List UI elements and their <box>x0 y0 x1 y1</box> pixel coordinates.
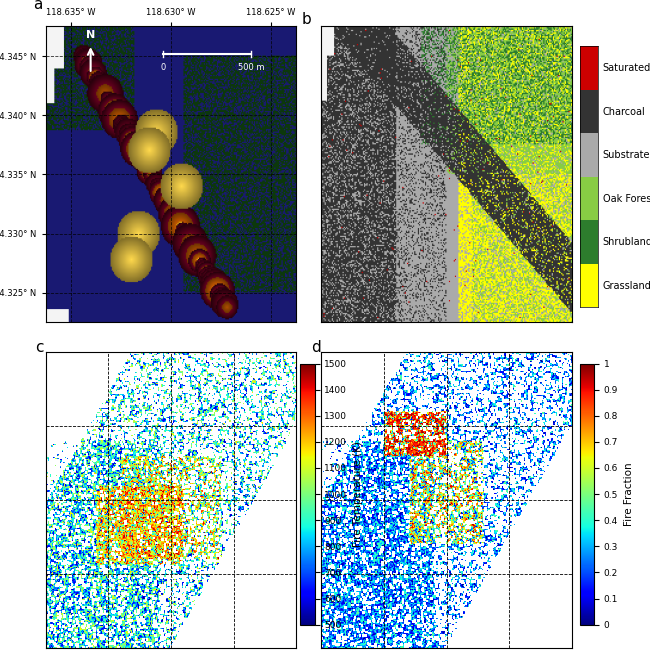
Bar <box>580 220 598 264</box>
Text: a: a <box>33 0 42 12</box>
Bar <box>580 264 598 307</box>
Text: N: N <box>86 30 96 40</box>
Text: Oak Forest: Oak Forest <box>603 194 650 204</box>
Text: b: b <box>301 12 311 26</box>
Text: 500 m: 500 m <box>238 63 265 73</box>
Text: d: d <box>311 340 321 355</box>
Text: Grassland: Grassland <box>603 281 650 291</box>
Y-axis label: Fire Fraction: Fire Fraction <box>624 462 634 526</box>
Bar <box>580 134 598 176</box>
Bar <box>580 90 598 134</box>
Y-axis label: Fire Temperature (K): Fire Temperature (K) <box>353 441 363 547</box>
Text: 0: 0 <box>161 63 166 73</box>
Text: Charcoal: Charcoal <box>603 106 645 116</box>
Text: c: c <box>36 340 44 355</box>
Bar <box>580 46 598 90</box>
Bar <box>580 176 598 220</box>
Text: Saturated: Saturated <box>603 63 650 73</box>
Text: Substrate: Substrate <box>603 150 650 160</box>
Text: Shrubland: Shrubland <box>603 237 650 247</box>
